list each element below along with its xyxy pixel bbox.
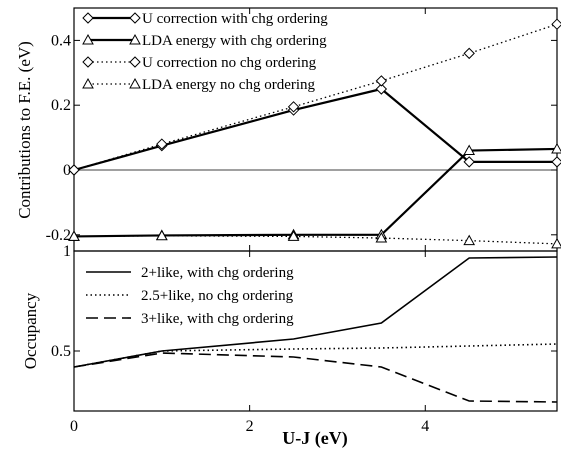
top-legend-label-3: LDA energy no chg ordering: [142, 77, 316, 93]
bottom-x-tick-label: 0: [70, 418, 78, 435]
top-series-2-point: [287, 101, 300, 113]
top-series-3-point: [287, 230, 300, 241]
top-legend-marker-1: [129, 33, 141, 45]
bottom-x-tick-label: 4: [421, 418, 429, 435]
top-legend-marker-3: [129, 77, 141, 89]
top-series-line-3: [73, 235, 558, 245]
top-legend-marker-2: [82, 56, 94, 68]
top-legend-marker-0: [129, 12, 141, 24]
top-legend-label-0: U correction with chg ordering: [142, 11, 328, 27]
bottom-ylabel: Occupancy: [21, 292, 40, 369]
top-series-0-point: [551, 156, 561, 168]
top-legend-marker-2: [129, 56, 141, 68]
top-series-2-point: [551, 18, 561, 30]
bottom-legend-label-2: 3+like, with chg ordering: [141, 311, 294, 327]
fe-contribution-panel: Contributions to F.E. (eV) -0.2 0 0.2 0.4 U…: [15, 7, 561, 252]
top-y-tick-label: 0: [63, 162, 71, 179]
top-series-3-point: [155, 229, 168, 241]
top-series-2-point: [68, 164, 80, 176]
bottom-y-tick-label: 1: [63, 243, 71, 260]
bottom-series-line-2: [73, 352, 558, 403]
top-legend-marker-3: [82, 77, 94, 89]
top-series-2-point: [463, 47, 475, 60]
occupancy-panel: Occupancy U-J (eV) 0 2 4 0.5 1 2+like, with …: [21, 243, 558, 449]
top-series-line-0: [73, 87, 557, 172]
bottom-legend-label-0: 2+like, with chg ordering: [141, 265, 294, 281]
top-series-3-point: [463, 234, 476, 246]
top-series-2-point: [375, 75, 388, 87]
top-series: [68, 18, 561, 249]
top-series-3-point: [375, 232, 388, 243]
top-legend: U correction with chg ordering LDA energy…: [82, 11, 328, 93]
bottom-x-tick-label: 2: [246, 418, 254, 435]
top-y-tick-label: 0.4: [51, 32, 71, 49]
top-series-0-point: [463, 156, 475, 168]
top-y-tick-label: -0.2: [46, 227, 71, 244]
top-y-tick-label: 0.2: [51, 97, 71, 114]
bottom-legend-label-1: 2.5+like, no chg ordering: [141, 288, 294, 304]
bottom-legend: 2+like, with chg ordering 2.5+like, no ch…: [86, 265, 294, 327]
bottom-ticks: 0 2 4 0.5 1: [51, 243, 557, 435]
top-series-3-point: [68, 230, 80, 241]
top-series-1-point: [463, 144, 476, 156]
top-series-1-point: [551, 142, 561, 154]
top-series-0-point: [375, 83, 388, 95]
top-series-2-point: [156, 138, 168, 150]
top-legend-label-1: LDA energy with chg ordering: [142, 33, 327, 49]
bottom-xlabel: U-J (eV): [282, 428, 347, 449]
top-ylabel: Contributions to F.E. (eV): [15, 41, 34, 219]
top-series-3-point: [551, 237, 561, 249]
top-legend-marker-0: [82, 12, 94, 24]
bottom-series-line-0: [73, 256, 558, 368]
top-legend-label-2: U correction no chg ordering: [142, 55, 317, 71]
top-legend-marker-1: [82, 33, 94, 45]
bottom-plot-frame: [73, 250, 558, 412]
bottom-y-tick-label: 0.5: [51, 343, 71, 360]
bottom-series: [73, 256, 558, 403]
